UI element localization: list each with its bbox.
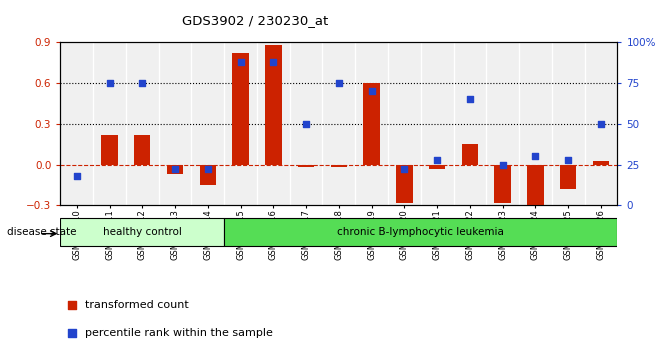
Bar (257, 42, 290, 205)
Point (530, 154, 541, 159)
Bar (560, 165, 576, 189)
Point (563, 157, 574, 162)
Bar (224, 217, 617, 246)
Bar (298, 165, 314, 167)
Bar (101, 135, 117, 165)
Point (497, 162, 508, 167)
Bar (462, 144, 478, 165)
Bar (224, 42, 257, 205)
Bar (323, 42, 355, 205)
Bar (290, 42, 323, 205)
Point (71, 173, 82, 179)
Bar (200, 165, 216, 185)
Bar (454, 42, 486, 205)
Bar (167, 165, 183, 174)
Bar (429, 165, 446, 169)
Point (301, 121, 311, 127)
Point (66, 330, 77, 336)
Point (399, 167, 410, 172)
Point (104, 80, 115, 86)
Bar (126, 42, 158, 205)
Bar (265, 45, 282, 165)
Bar (364, 83, 380, 165)
Point (431, 157, 442, 162)
Bar (60, 42, 93, 205)
Text: transformed count: transformed count (85, 299, 189, 310)
Point (596, 121, 607, 127)
Point (170, 167, 180, 172)
Text: GDS3902 / 230230_at: GDS3902 / 230230_at (182, 14, 328, 27)
Text: percentile rank within the sample: percentile rank within the sample (85, 327, 273, 338)
Bar (134, 135, 150, 165)
Point (366, 88, 377, 94)
Bar (495, 165, 511, 202)
Bar (592, 161, 609, 165)
Bar (60, 217, 224, 246)
Bar (519, 42, 552, 205)
Bar (331, 165, 347, 167)
Text: disease state: disease state (7, 227, 76, 237)
Point (203, 167, 213, 172)
Bar (486, 42, 519, 205)
Bar (584, 42, 617, 205)
Bar (191, 42, 224, 205)
Point (464, 97, 475, 102)
Text: chronic B-lymphocytic leukemia: chronic B-lymphocytic leukemia (338, 227, 504, 237)
Bar (421, 42, 454, 205)
Bar (388, 42, 421, 205)
Point (137, 80, 148, 86)
Bar (527, 165, 544, 210)
Bar (552, 42, 584, 205)
Text: healthy control: healthy control (103, 227, 182, 237)
Bar (93, 42, 126, 205)
Bar (396, 165, 413, 202)
Point (333, 80, 344, 86)
Point (66, 302, 77, 307)
Bar (158, 42, 191, 205)
Point (268, 59, 278, 65)
Bar (355, 42, 388, 205)
Bar (232, 53, 249, 165)
Point (236, 59, 246, 65)
